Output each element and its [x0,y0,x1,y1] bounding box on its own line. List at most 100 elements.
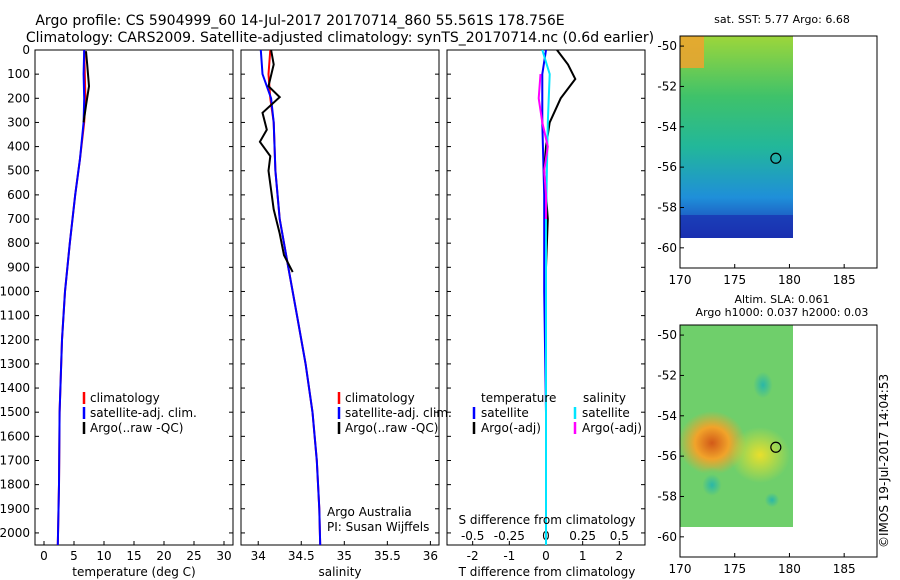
timestamp: ©IMOS 19-Jul-2017 14:04:53 [877,374,891,548]
x-tick-label: 36 [423,549,438,563]
series-line [56,49,87,546]
x-tick-label: 25 [186,549,201,563]
series-line [82,51,91,123]
sst-cold-patch [680,215,793,238]
depth-tick-label: 1800 [0,478,30,492]
x-tick-label: 2 [616,549,624,563]
depth-tick-label: 1300 [0,357,30,371]
sla-cool-anomaly-1 [747,363,779,407]
annotation-institution: Argo Australia [327,505,412,519]
legend-temperature-heading: temperature [481,391,556,405]
legend-sal-argo: Argo(-adj) [582,421,642,435]
temperature-legend: climatology satellite-adj. clim. Argo(..… [82,391,197,435]
map-y-tick-label: -52 [657,368,677,382]
x-tick-label: 0 [40,549,48,563]
s-tick-label: -0.5 [461,529,484,543]
map-x-tick-label: 185 [833,273,856,287]
legend-climatology: climatology [345,391,415,405]
x-tick-label: 34.5 [288,549,315,563]
difference-series [537,49,577,545]
map-y-tick-label: -60 [657,241,677,255]
depth-tick-label: 500 [7,164,30,178]
depth-tick-label: 1000 [0,284,30,298]
map-y-tick-label: -58 [657,489,677,503]
depth-tick-label: 2000 [0,526,30,540]
depth-tick-label: 300 [7,115,30,129]
x-tick-label: 15 [126,549,141,563]
s-tick-label: 0.5 [610,529,629,543]
x-tick-label: 35.5 [374,549,401,563]
legend-salinity-heading: salinity [583,391,626,405]
depth-tick-label: 1400 [0,381,30,395]
map-y-tick-label: -54 [657,120,677,134]
depth-tick-label: 1600 [0,429,30,443]
series-line [56,49,86,546]
map-y-tick-label: -50 [657,328,677,342]
salinity-x-axis: 34 34.5 35 35.5 36 [251,541,438,563]
annotation-pi: PI: Susan Wijffels [327,520,429,534]
legend-temp-satellite: satellite [481,406,529,420]
sla-map-subtitle: Argo h1000: 0.037 h2000: 0.03 [696,306,869,319]
series-line [259,49,322,546]
sst-map-axes: 170 175 180 185 -50 -52 -54 -56 -58 -60 [657,39,855,287]
series-line [537,74,549,219]
depth-tick-label: 1200 [0,333,30,347]
salinity-series [258,49,322,546]
x-tick-label: 35 [337,549,352,563]
map-y-tick-label: -56 [657,449,677,463]
temperature-x-axis: 0 5 10 15 20 25 30 [40,541,232,563]
depth-tick-label: 0 [22,43,30,57]
header-line-2: Climatology: CARS2009. Satellite-adjuste… [26,30,654,46]
depth-tick-label: 1500 [0,405,30,419]
sst-float-marker [770,152,782,164]
temperature-series [56,49,91,546]
map-x-tick-label: 185 [833,562,856,576]
legend-argo-raw: Argo(..raw -QC) [90,421,183,435]
map-x-tick-label: 170 [669,562,692,576]
sla-float-marker [770,441,782,453]
map-y-tick-label: -52 [657,79,677,93]
map-x-tick-label: 175 [723,562,746,576]
map-y-tick-label: -60 [657,530,677,544]
legend-satellite-adj: satellite-adj. clim. [90,406,197,420]
sla-map-title: Altim. SLA: 0.061 [734,293,829,306]
x-tick-label: 30 [216,549,231,563]
map-y-tick-label: -56 [657,160,677,174]
legend-temp-argo: Argo(-adj) [481,421,541,435]
sla-cool-anomaly-2 [696,467,728,503]
sst-map-title: sat. SST: 5.77 Argo: 6.68 [714,13,850,26]
t-difference-label: T difference from climatology [458,565,636,579]
salinity-legend: climatology satellite-adj. clim. Argo(..… [337,391,452,435]
depth-tick-label: 400 [7,140,30,154]
series-line [541,49,551,545]
legend-climatology: climatology [90,391,160,405]
depth-tick-label: 1700 [0,453,30,467]
map-x-tick-label: 175 [723,273,746,287]
map-y-tick-label: -58 [657,200,677,214]
s-difference-label: S difference from climatology [459,513,636,527]
depth-tick-label: 1100 [0,309,30,323]
legend-sal-satellite: satellite [582,406,630,420]
depth-tick-label: 1900 [0,502,30,516]
salinity-xlabel: salinity [318,565,361,579]
map-x-tick-label: 180 [778,273,801,287]
sla-yellow-anomaly [730,427,790,483]
map-y-tick-label: -50 [657,39,677,53]
sst-heatmap [680,36,793,238]
sst-map-frame [679,35,878,269]
header-line-1: Argo profile: CS 5904999_60 14-Jul-2017 … [35,13,564,29]
depth-tick-label: 700 [7,212,30,226]
depth-tick-label: 100 [7,67,30,81]
map-y-tick-label: -54 [657,409,677,423]
sst-warm-patch [680,36,704,68]
x-tick-label: 20 [156,549,171,563]
legend-satellite-adj: satellite-adj. clim. [345,406,452,420]
map-x-tick-label: 180 [778,562,801,576]
temperature-xlabel: temperature (deg C) [72,565,195,579]
difference-x-axis: -2 -1 0 1 2-0.5 -0.25 0 0.25 0.5 [461,529,629,563]
depth-axis: 0 100 200 300 400 500 600 700 800 900 1000 1100 1200… [0,43,645,540]
difference-legend: temperature salinity satellite Argo(-adj… [472,391,642,435]
sla-cool-anomaly-3 [760,488,784,512]
x-tick-label: 5 [70,549,78,563]
